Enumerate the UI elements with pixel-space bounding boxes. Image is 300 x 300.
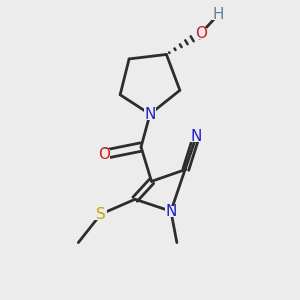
Text: N: N [165, 204, 177, 219]
Bar [212, 8, 225, 20]
Text: O: O [98, 147, 110, 162]
Text: H: H [213, 7, 224, 22]
Text: N: N [144, 107, 156, 122]
Text: S: S [96, 207, 106, 222]
Bar [190, 131, 203, 142]
Bar [165, 206, 177, 217]
Text: O: O [195, 26, 207, 41]
Bar [98, 149, 110, 160]
Bar [194, 28, 207, 39]
Bar [144, 109, 156, 120]
Text: N: N [190, 129, 202, 144]
Bar [94, 208, 107, 220]
